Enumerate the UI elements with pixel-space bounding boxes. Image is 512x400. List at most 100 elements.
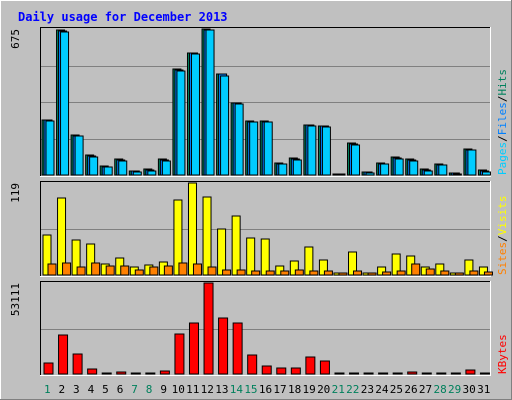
bar-pages-day-23	[365, 172, 375, 176]
day-label-30: 30	[463, 383, 476, 396]
bar-pages-day-30	[467, 149, 477, 176]
bar-kbytes-day-24	[378, 372, 389, 375]
day-label-16: 16	[259, 383, 272, 396]
day-label-23: 23	[361, 383, 374, 396]
day-label-21: 21	[332, 383, 345, 396]
bar-visits-day-20	[318, 259, 328, 276]
bar-kbytes-day-26	[407, 371, 418, 375]
bar-pages-day-20	[321, 126, 331, 176]
day-label-1: 1	[44, 383, 51, 396]
panel-legend: Sites/Visits	[496, 196, 509, 276]
bar-pages-day-4	[89, 156, 99, 176]
panel-max-label: 53111	[9, 283, 22, 316]
bar-visits-day-15	[246, 237, 256, 276]
bar-sites-day-15	[251, 270, 261, 276]
bar-kbytes-day-27	[421, 372, 432, 375]
legend-separator: /	[496, 96, 509, 103]
bar-pages-day-21	[336, 173, 346, 176]
bar-pages-day-9	[161, 160, 171, 176]
chart-title: Daily usage for December 2013	[18, 10, 228, 24]
bar-kbytes-day-19	[305, 356, 316, 375]
bar-pages-day-13	[220, 75, 230, 176]
bar-visits-day-11	[187, 182, 197, 276]
day-label-12: 12	[201, 383, 214, 396]
bar-kbytes-day-14	[232, 322, 243, 375]
bar-kbytes-day-29	[450, 372, 461, 375]
bar-sites-day-23	[367, 272, 377, 276]
chart-panels: 675Pages/Files/Hits119Sites/Visits53111K…	[9, 27, 509, 376]
bar-pages-day-27	[423, 170, 433, 176]
bar-pages-day-5	[103, 166, 113, 176]
bar-pages-day-24	[380, 163, 390, 176]
bar-visits-day-24	[377, 266, 387, 276]
bar-visits-day-18	[289, 260, 299, 276]
bar-pages-day-22	[351, 144, 361, 176]
day-label-9: 9	[160, 383, 167, 396]
day-label-3: 3	[73, 383, 80, 396]
bar-kbytes-day-7	[130, 372, 141, 375]
bar-kbytes-day-11	[188, 322, 199, 375]
bar-sites-day-22	[353, 270, 363, 276]
bar-sites-day-29	[454, 272, 464, 276]
bar-sites-day-21	[338, 272, 348, 276]
bar-visits-day-14	[231, 215, 241, 276]
legend-pages: Pages	[496, 142, 509, 175]
bar-kbytes-day-30	[465, 369, 476, 375]
day-label-6: 6	[117, 383, 124, 396]
bar-kbytes-day-9	[159, 370, 170, 375]
day-label-27: 27	[419, 383, 432, 396]
bar-sites-day-6	[120, 265, 130, 276]
bar-kbytes-day-12	[203, 282, 214, 375]
bar-sites-day-4	[91, 262, 101, 276]
bar-sites-day-16	[265, 270, 275, 276]
legend-hits: Hits	[496, 69, 509, 96]
bar-pages-day-1	[45, 120, 55, 176]
bar-kbytes-day-3	[72, 353, 83, 375]
bar-visits-day-31	[478, 266, 488, 276]
panel-legend: Pages/Files/Hits	[496, 69, 509, 175]
day-label-4: 4	[88, 383, 95, 396]
bar-kbytes-day-8	[145, 372, 156, 375]
day-label-11: 11	[186, 383, 199, 396]
bar-kbytes-day-4	[87, 368, 98, 375]
day-label-2: 2	[59, 383, 66, 396]
day-label-17: 17	[273, 383, 286, 396]
bar-kbytes-day-15	[247, 354, 258, 375]
bar-kbytes-day-21	[334, 372, 345, 375]
bar-kbytes-day-22	[349, 372, 360, 375]
bar-pages-day-26	[409, 160, 419, 176]
bar-pages-day-18	[292, 159, 302, 176]
bar-sites-day-13	[222, 269, 232, 276]
bar-pages-day-6	[118, 160, 128, 176]
legend-kbytes: KBytes	[496, 334, 509, 374]
panel-legend: KBytes	[496, 334, 509, 374]
day-label-28: 28	[433, 383, 446, 396]
bar-kbytes-day-6	[116, 371, 127, 375]
bar-visits-day-16	[260, 238, 270, 276]
panel-kbytes: 53111 KBytes	[9, 281, 509, 376]
day-label-18: 18	[288, 383, 301, 396]
bar-sites-day-7	[134, 269, 144, 276]
bar-sites-day-19	[309, 270, 319, 276]
bar-kbytes-day-10	[174, 333, 185, 375]
bar-pages-day-29	[452, 173, 462, 176]
day-label-13: 13	[215, 383, 228, 396]
bar-sites-day-3	[76, 266, 86, 276]
bar-kbytes-day-2	[58, 334, 69, 375]
bar-sites-day-12	[207, 266, 217, 276]
bar-sites-day-10	[178, 262, 188, 276]
bar-sites-day-26	[411, 263, 421, 276]
bar-sites-day-8	[149, 266, 159, 276]
bar-visits-day-22	[348, 251, 358, 276]
legend-visits: Visits	[496, 196, 509, 236]
day-label-10: 10	[172, 383, 185, 396]
day-label-19: 19	[303, 383, 316, 396]
bar-pages-day-11	[190, 53, 200, 176]
bar-kbytes-day-28	[436, 372, 447, 375]
bar-sites-day-5	[105, 265, 115, 276]
day-label-7: 7	[131, 383, 138, 396]
bar-kbytes-day-18	[290, 367, 301, 375]
bar-visits-day-4	[86, 243, 96, 276]
legend-files: Files	[496, 102, 509, 135]
